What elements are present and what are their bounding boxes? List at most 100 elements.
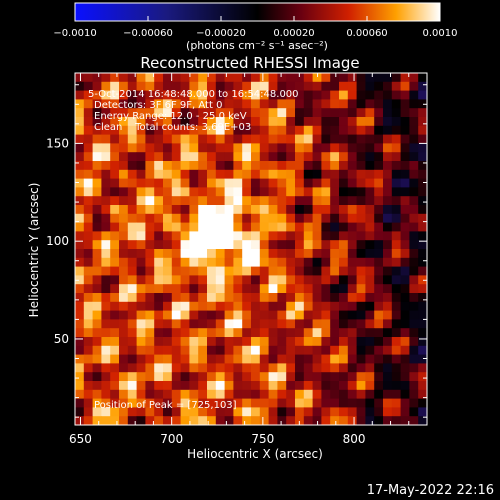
heatmap-cell xyxy=(75,275,85,285)
heatmap-cell xyxy=(312,90,322,100)
heatmap-cell xyxy=(154,398,164,408)
heatmap-cell xyxy=(356,90,366,100)
heatmap-cell xyxy=(242,310,252,320)
heatmap-cell xyxy=(110,275,120,285)
heatmap-cell xyxy=(92,407,102,417)
heatmap-cell xyxy=(198,337,208,347)
heatmap-cell xyxy=(92,257,102,267)
heatmap-cell xyxy=(259,187,269,197)
heatmap-cell xyxy=(171,345,181,355)
heatmap-cell xyxy=(75,143,85,153)
heatmap-cell xyxy=(400,337,410,347)
heatmap-cell xyxy=(347,275,357,285)
heatmap-cell xyxy=(110,222,120,232)
heatmap-cell xyxy=(286,169,296,179)
heatmap-cell xyxy=(224,266,234,276)
heatmap-cell xyxy=(418,205,427,215)
heatmap-cell xyxy=(286,73,296,83)
heatmap-cell xyxy=(321,407,331,417)
heatmap-cell xyxy=(224,319,234,329)
heatmap-cell xyxy=(321,99,331,109)
heatmap-cell xyxy=(207,407,217,417)
heatmap-cell xyxy=(75,178,85,188)
heatmap-cell xyxy=(127,125,137,135)
heatmap-cell xyxy=(409,81,419,91)
heatmap-cell xyxy=(242,81,252,91)
heatmap-cell xyxy=(136,381,146,391)
heatmap-cell xyxy=(145,284,155,294)
heatmap-cell xyxy=(391,249,401,259)
heatmap-cell xyxy=(215,328,225,338)
heatmap-cell xyxy=(400,169,410,179)
heatmap-cell xyxy=(215,90,225,100)
heatmap-cell xyxy=(189,143,199,153)
heatmap-cell xyxy=(163,363,173,373)
heatmap-cell xyxy=(400,187,410,197)
heatmap-cell xyxy=(224,117,234,127)
heatmap-cell xyxy=(224,196,234,206)
heatmap-cell xyxy=(356,416,366,425)
heatmap-cell xyxy=(198,99,208,109)
heatmap-cell xyxy=(383,125,393,135)
heatmap-cell xyxy=(207,152,217,162)
heatmap-cell xyxy=(233,81,243,91)
heatmap-cell xyxy=(127,143,137,153)
heatmap-cell xyxy=(119,301,129,311)
heatmap-cell xyxy=(303,143,313,153)
heatmap-cell xyxy=(136,117,146,127)
heatmap-cell xyxy=(259,143,269,153)
heatmap-cell xyxy=(224,161,234,171)
heatmap-cell xyxy=(295,310,305,320)
heatmap-cell xyxy=(136,266,146,276)
heatmap-cell xyxy=(198,389,208,399)
heatmap-cell xyxy=(268,398,278,408)
heatmap-cell xyxy=(198,152,208,162)
heatmap-cell xyxy=(268,319,278,329)
heatmap-cell xyxy=(171,231,181,241)
heatmap-cell xyxy=(418,372,427,382)
heatmap-cell xyxy=(198,249,208,259)
heatmap-cell xyxy=(110,319,120,329)
heatmap-cell xyxy=(356,310,366,320)
heatmap-cell xyxy=(233,345,243,355)
heatmap-cell xyxy=(330,134,340,144)
heatmap-cell xyxy=(277,381,287,391)
heatmap-cell xyxy=(418,152,427,162)
heatmap-cell xyxy=(268,125,278,135)
heatmap-cell xyxy=(145,169,155,179)
heatmap-cell xyxy=(365,407,375,417)
heatmap-cell xyxy=(242,108,252,118)
heatmap-cell xyxy=(383,161,393,171)
heatmap-cell xyxy=(391,293,401,303)
colorbar: −0.0010 −0.00060 −0.00020 0.00020 0.00060 0.0… xyxy=(53,2,458,52)
heatmap-cell xyxy=(251,363,261,373)
heatmap-cell xyxy=(356,213,366,223)
heatmap-cell xyxy=(207,196,217,206)
heatmap-cell xyxy=(163,117,173,127)
heatmap-cell xyxy=(321,293,331,303)
heatmap-cell xyxy=(339,213,349,223)
heatmap-cell xyxy=(330,345,340,355)
heatmap-cell xyxy=(383,293,393,303)
heatmap-cell xyxy=(303,389,313,399)
heatmap-cell xyxy=(312,345,322,355)
heatmap-cell xyxy=(215,416,225,425)
heatmap-cell xyxy=(171,319,181,329)
heatmap-cell xyxy=(189,178,199,188)
heatmap-cell xyxy=(136,196,146,206)
heatmap-cell xyxy=(233,169,243,179)
heatmap-cell xyxy=(418,99,427,109)
heatmap-cell xyxy=(145,319,155,329)
heatmap-cell xyxy=(101,275,111,285)
heatmap-cell xyxy=(92,99,102,109)
heatmap-cell xyxy=(286,372,296,382)
heatmap-cell xyxy=(127,372,137,382)
heatmap-cell xyxy=(75,90,85,100)
heatmap-cell xyxy=(198,354,208,364)
heatmap-cell xyxy=(163,266,173,276)
heatmap-cell xyxy=(242,117,252,127)
heatmap-cell xyxy=(119,389,129,399)
heatmap-cell xyxy=(303,407,313,417)
heatmap-cell xyxy=(180,205,190,215)
heatmap-cell xyxy=(268,231,278,241)
